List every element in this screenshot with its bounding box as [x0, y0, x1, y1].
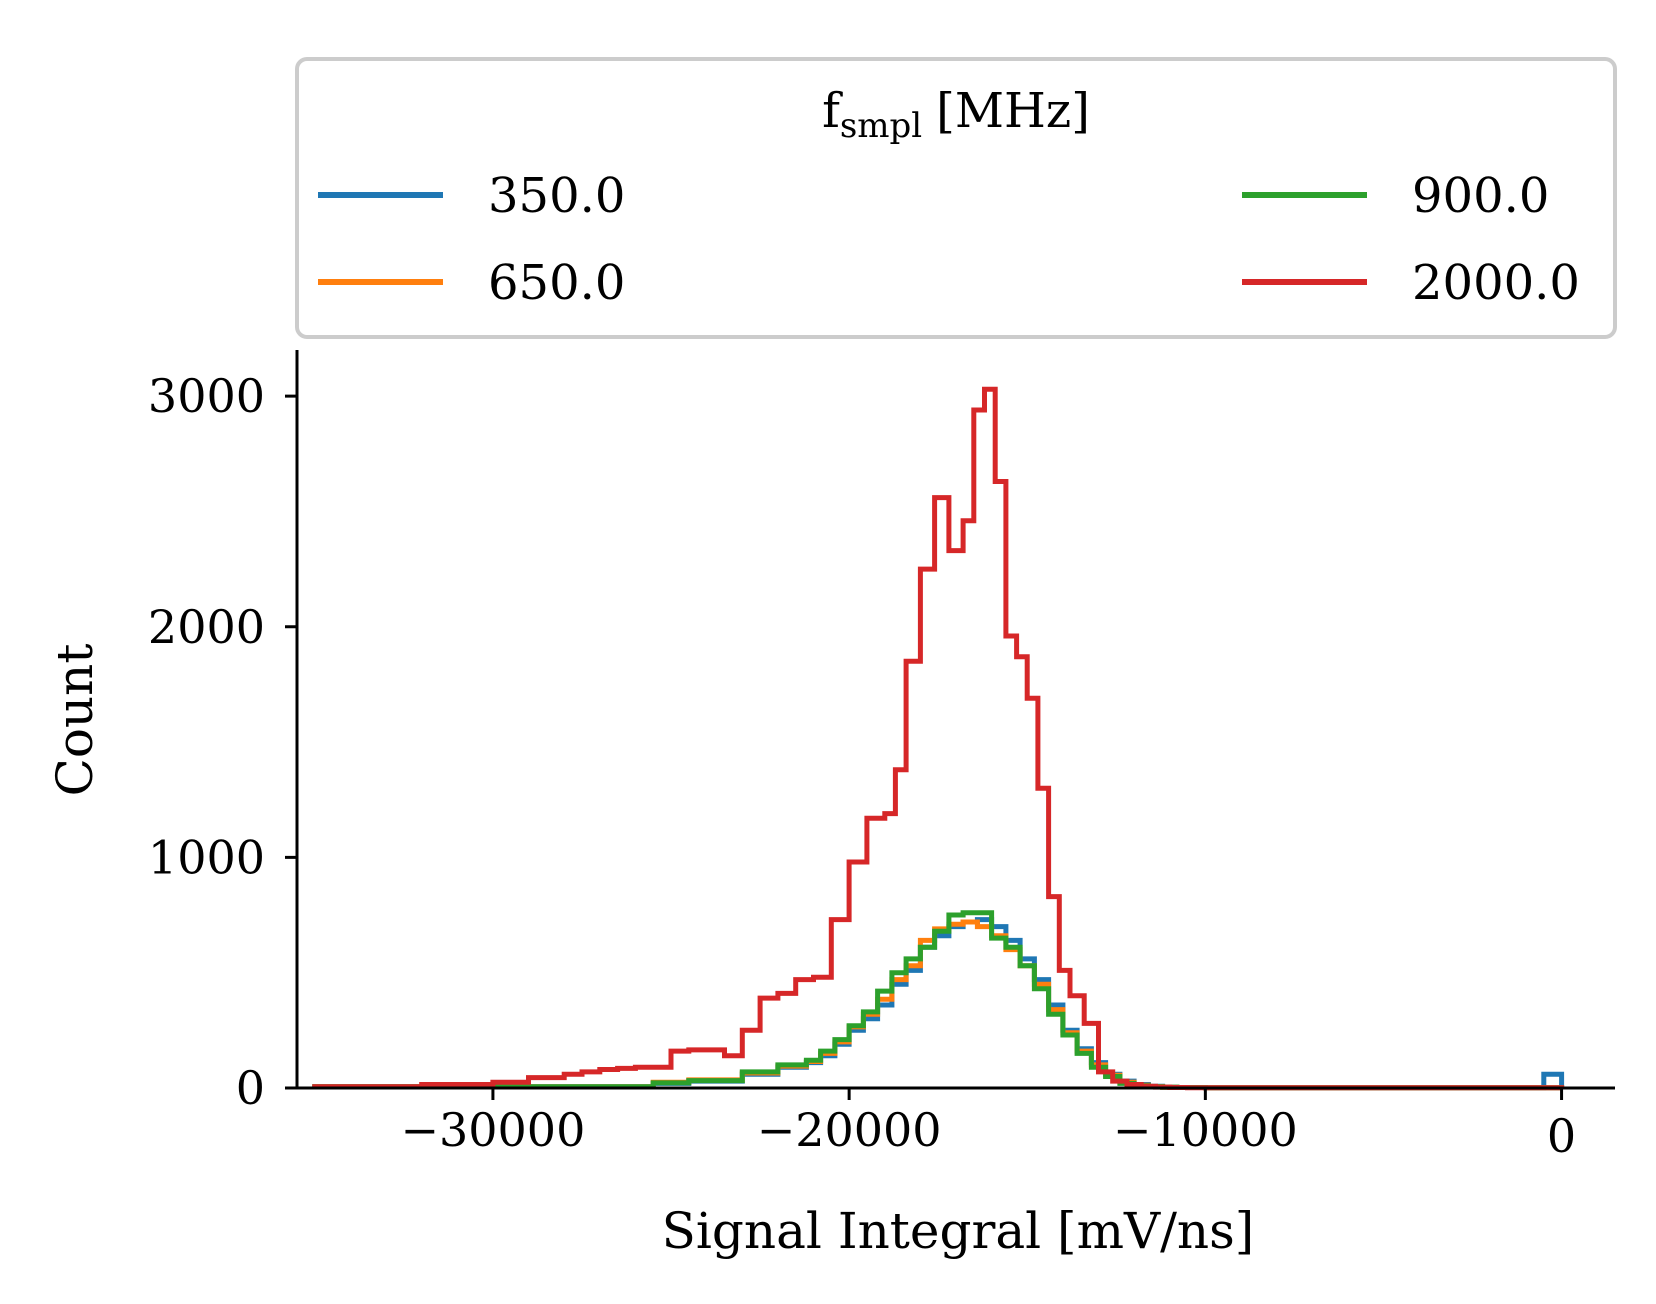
- legend-label: 900.0: [1412, 168, 1549, 224]
- legend-label: 2000.0: [1412, 255, 1580, 311]
- x-tick-label: −20000: [757, 1103, 942, 1157]
- series-650-0-line: [312, 919, 1565, 1091]
- legend-title-main: f: [822, 83, 843, 139]
- legend-title: fsmpl [MHz]: [822, 83, 1090, 146]
- series-350-0-line: [312, 917, 1565, 1091]
- legend-entry-650-0: 650.0: [318, 255, 625, 311]
- y-tick-label: 1000: [148, 830, 265, 884]
- legend-entry-350-0: 350.0: [318, 168, 625, 224]
- plot-area: −30000 −20000 −10000 0 0 1000 2000 3000: [148, 350, 1615, 1163]
- series-layer: [312, 386, 1565, 1091]
- x-ticks: −30000 −20000 −10000 0: [400, 1088, 1576, 1163]
- x-tick-label: 0: [1547, 1109, 1576, 1163]
- series-900-0-line: [312, 910, 1565, 1091]
- legend-title-unit: [MHz]: [936, 83, 1090, 139]
- y-axis-label: Count: [46, 644, 104, 797]
- legend-title-sub: smpl: [840, 106, 922, 146]
- series-2000-0-line: [312, 386, 1565, 1091]
- y-tick-label: 2000: [148, 600, 265, 654]
- legend-frame: [295, 57, 1617, 339]
- x-tick-label: −30000: [400, 1103, 585, 1157]
- legend-label: 650.0: [488, 255, 625, 311]
- legend-entry-900-0: 900.0: [1242, 168, 1549, 224]
- y-tick-label: 0: [236, 1061, 265, 1115]
- legend-entry-2000-0: 2000.0: [1242, 255, 1580, 311]
- legend: fsmpl [MHz] 350.0 650.0 900.0 2000.0: [295, 57, 1617, 339]
- x-axis-label: Signal Integral [mV/ns]: [662, 1202, 1255, 1260]
- y-tick-label: 3000: [148, 369, 265, 423]
- legend-label: 350.0: [488, 168, 625, 224]
- legend-entries: 350.0 650.0 900.0 2000.0: [318, 168, 1580, 311]
- y-ticks: 0 1000 2000 3000: [148, 369, 297, 1115]
- x-tick-label: −10000: [1113, 1103, 1298, 1157]
